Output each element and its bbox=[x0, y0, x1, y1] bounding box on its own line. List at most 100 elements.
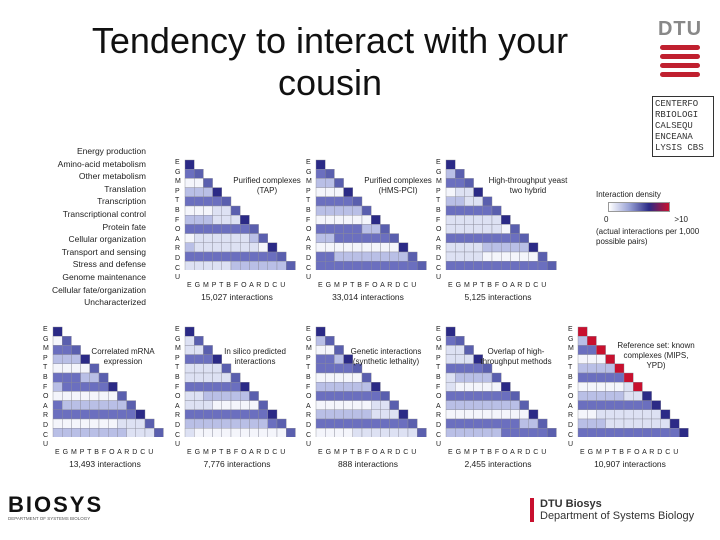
y-axis-letter: A bbox=[306, 235, 311, 243]
heatmap-cell bbox=[230, 382, 241, 392]
heatmap-cell bbox=[398, 427, 409, 437]
heatmap-cell bbox=[194, 400, 204, 410]
dtu-logo-text: DTU bbox=[657, 18, 703, 40]
y-axis-letter: A bbox=[436, 402, 441, 410]
heatmap-cell bbox=[398, 409, 409, 420]
heatmap-cell bbox=[315, 372, 326, 383]
legend-max: >10 bbox=[674, 215, 688, 224]
heatmap-cell bbox=[221, 382, 232, 392]
heatmap-cell bbox=[352, 251, 363, 262]
y-axis-letter: O bbox=[175, 393, 181, 401]
heatmap-cell bbox=[473, 382, 483, 392]
heatmap-cell bbox=[239, 400, 250, 410]
heatmap-cell bbox=[221, 409, 232, 420]
heatmap-cell bbox=[632, 409, 643, 420]
heatmap-cell bbox=[107, 427, 118, 437]
heatmap-cell bbox=[315, 335, 326, 346]
heatmap-cell bbox=[315, 233, 326, 243]
heatmap-cell bbox=[632, 400, 643, 410]
heatmap-cell bbox=[249, 418, 259, 429]
y-axis-letter: F bbox=[436, 383, 441, 391]
heatmap-cell bbox=[80, 382, 90, 392]
x-axis-letters: E G M P T B F O A R D C U bbox=[187, 448, 286, 456]
heatmap-cell bbox=[491, 391, 502, 401]
heatmap-cell bbox=[455, 363, 465, 374]
heatmap-cell bbox=[445, 427, 456, 437]
heatmap-cell bbox=[194, 251, 204, 262]
heatmap-cell bbox=[577, 382, 588, 392]
heatmap-cell bbox=[623, 391, 634, 401]
heatmap-cell bbox=[62, 354, 72, 365]
heatmap-cell bbox=[221, 224, 232, 234]
heatmap-cell bbox=[398, 260, 409, 270]
heatmap-cell bbox=[334, 224, 344, 234]
heatmap-cell bbox=[62, 335, 72, 346]
heatmap-cell bbox=[587, 409, 597, 420]
heatmap-cell bbox=[52, 382, 63, 392]
heatmap-cell bbox=[325, 427, 335, 437]
heatmap-cell bbox=[62, 418, 72, 429]
heatmap-cell bbox=[491, 382, 502, 392]
heatmap-cell bbox=[153, 427, 164, 437]
heatmap-cell bbox=[239, 215, 250, 225]
heatmap-cell bbox=[71, 409, 81, 420]
heatmap-cell bbox=[587, 418, 597, 429]
heatmap-cell bbox=[482, 372, 493, 383]
heatmap-cell bbox=[528, 418, 539, 429]
heatmap-cell bbox=[221, 372, 232, 383]
heatmap-cell bbox=[445, 215, 456, 225]
heatmap-cell bbox=[258, 260, 268, 270]
legend-note: (actual interactions per 1,000 possible … bbox=[596, 227, 700, 246]
heatmap-cell bbox=[239, 418, 250, 429]
heatmap-cell bbox=[605, 400, 615, 410]
heatmap-cell bbox=[519, 251, 529, 262]
y-axis-letter: C bbox=[43, 431, 49, 439]
heatmap-cell bbox=[464, 427, 474, 437]
category-labels: Energy production Amino-acid metabolism … bbox=[20, 145, 146, 309]
heatmap-cell bbox=[184, 242, 195, 253]
heatmap-grid bbox=[184, 159, 296, 270]
heatmap-cell bbox=[126, 400, 136, 410]
heatmap-cell bbox=[343, 372, 353, 383]
heatmap-cell bbox=[605, 391, 615, 401]
heatmap-cell bbox=[519, 260, 529, 270]
y-axis-letter: O bbox=[436, 226, 442, 234]
heatmap-cell bbox=[482, 418, 493, 429]
heatmap-cell bbox=[325, 215, 335, 225]
heatmap-cell bbox=[184, 178, 195, 188]
heatmap-cell bbox=[464, 409, 474, 420]
heatmap-cell bbox=[325, 260, 335, 270]
heatmap-cell bbox=[212, 233, 222, 243]
y-axis-letter: B bbox=[436, 373, 441, 381]
heatmap-cell bbox=[352, 205, 363, 216]
heatmap-cell bbox=[325, 400, 335, 410]
heatmap-cell bbox=[510, 418, 520, 429]
heatmap-cell bbox=[249, 400, 259, 410]
heatmap-cell bbox=[632, 427, 643, 437]
heatmap-cell bbox=[315, 418, 326, 429]
heatmap-cell bbox=[445, 242, 456, 253]
heatmap-cell bbox=[184, 418, 195, 429]
heatmap-cell bbox=[343, 224, 353, 234]
heatmap-cell bbox=[464, 391, 474, 401]
heatmap-cell bbox=[334, 233, 344, 243]
heatmap-cell bbox=[325, 391, 335, 401]
heatmap-cell bbox=[267, 260, 278, 270]
heatmap-cell bbox=[203, 242, 213, 253]
heatmap-cell bbox=[239, 409, 250, 420]
heatmap-cell bbox=[445, 168, 456, 179]
heatmap-cell bbox=[398, 251, 409, 262]
y-axis-letter: P bbox=[436, 187, 441, 195]
interaction-count: 15,027 interactions bbox=[201, 291, 273, 302]
heatmap-cell bbox=[80, 400, 90, 410]
heatmap-cell bbox=[596, 345, 606, 355]
category-label: Stress and defense bbox=[72, 259, 146, 270]
y-axis-letter: F bbox=[436, 216, 441, 224]
heatmap-cell bbox=[203, 372, 213, 383]
heatmap-cell bbox=[587, 363, 597, 374]
heatmap-cell bbox=[267, 409, 278, 420]
panel-label: Genetic interactions (synthetic lethalit… bbox=[350, 347, 422, 366]
heatmap-cell bbox=[126, 418, 136, 429]
heatmap-cell bbox=[473, 251, 483, 262]
